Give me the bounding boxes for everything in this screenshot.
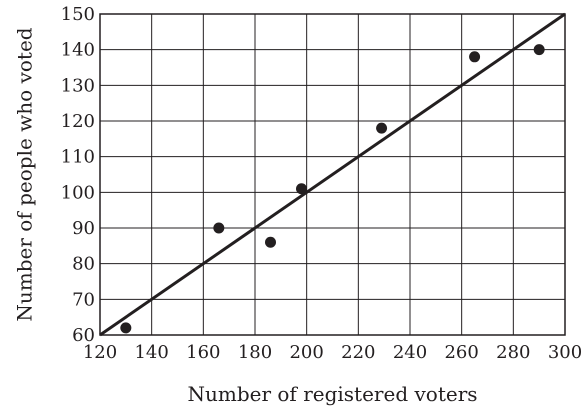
data-points xyxy=(120,44,545,334)
x-tick-label: 280 xyxy=(496,342,530,363)
x-tick-labels: 120 140 160 180 200 220 240 260 280 300 xyxy=(83,342,582,363)
x-tick-label: 160 xyxy=(186,342,220,363)
x-tick-label: 300 xyxy=(548,342,582,363)
plot-frame xyxy=(99,13,566,336)
data-point xyxy=(469,51,481,63)
data-point xyxy=(120,322,132,334)
x-tick-label: 200 xyxy=(289,342,323,363)
data-point xyxy=(533,44,545,56)
x-tick-label: 220 xyxy=(341,342,375,363)
y-tick-label: 60 xyxy=(72,325,95,346)
x-tick-label: 260 xyxy=(444,342,478,363)
y-tick-label: 150 xyxy=(61,4,95,25)
y-tick-label: 100 xyxy=(61,182,95,203)
data-point xyxy=(265,236,276,248)
y-tick-label: 120 xyxy=(61,111,95,132)
y-tick-label: 130 xyxy=(61,75,95,96)
x-tick-label: 120 xyxy=(83,342,117,363)
y-tick-label: 80 xyxy=(72,254,95,275)
y-axis-title: Number of people who voted xyxy=(13,27,37,321)
y-tick-label: 70 xyxy=(72,289,95,310)
x-tick-label: 140 xyxy=(134,342,168,363)
y-tick-label: 140 xyxy=(61,40,95,61)
y-tick-labels: 60 70 80 90 100 110 120 130 140 150 xyxy=(61,4,95,346)
data-point xyxy=(213,222,225,234)
line-of-best-fit xyxy=(99,12,566,337)
data-point xyxy=(296,183,307,195)
y-tick-label: 110 xyxy=(61,147,95,168)
x-tick-label: 240 xyxy=(393,342,427,363)
data-point xyxy=(376,122,388,134)
x-axis-title: Number of registered voters xyxy=(187,382,477,406)
x-tick-label: 180 xyxy=(238,342,272,363)
y-tick-label: 90 xyxy=(72,218,95,239)
